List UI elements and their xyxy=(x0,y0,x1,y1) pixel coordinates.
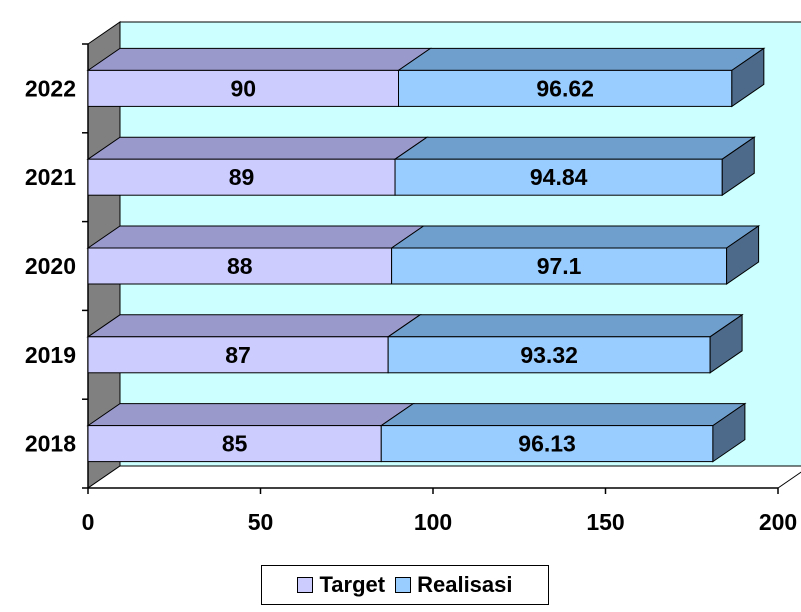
bar-target xyxy=(87,158,396,196)
bar-realisasi xyxy=(398,69,733,107)
data-label-realisasi: 96.13 xyxy=(518,431,576,457)
bar-top-realisasi xyxy=(396,47,766,71)
data-label-target: 89 xyxy=(229,164,255,190)
bar-top-target xyxy=(86,403,415,427)
bar-end-face xyxy=(721,136,755,197)
data-label-target: 88 xyxy=(227,253,253,279)
bar-target xyxy=(87,336,389,374)
data-label-target: 85 xyxy=(222,431,248,457)
bar-realisasi xyxy=(391,247,728,285)
data-label-realisasi: 93.32 xyxy=(520,342,578,368)
y-tick-label: 2022 xyxy=(25,75,76,101)
data-label-realisasi: 97.1 xyxy=(537,253,582,279)
bar-end-face xyxy=(709,313,743,374)
bar-target xyxy=(87,425,382,463)
bar-top-realisasi xyxy=(393,136,756,160)
data-label-realisasi: 96.62 xyxy=(536,75,594,101)
bar-top-target xyxy=(86,225,426,249)
legend-swatch-target xyxy=(297,577,314,593)
legend-label-target: Target xyxy=(319,572,386,597)
bar-top-target xyxy=(86,314,422,338)
legend-swatch-realisasi xyxy=(395,577,412,593)
bar-end-face xyxy=(726,225,760,285)
x-tick-label: 200 xyxy=(759,509,797,535)
x-tick-label: 50 xyxy=(248,509,274,535)
y-tick-label: 2020 xyxy=(25,253,76,279)
y-tick-label: 2019 xyxy=(25,342,76,368)
bar-top-target xyxy=(86,47,433,71)
bar-end-face xyxy=(712,402,746,463)
bar-top-realisasi xyxy=(379,403,747,427)
data-label-target: 87 xyxy=(225,342,251,368)
legend-item-target: Target xyxy=(297,572,385,598)
y-tick-label: 2018 xyxy=(25,431,76,457)
bar-target xyxy=(87,247,393,285)
bar-realisasi xyxy=(380,425,714,463)
data-label-realisasi: 94.84 xyxy=(530,164,588,190)
x-tick-label: 100 xyxy=(414,509,452,535)
y-tick-label: 2021 xyxy=(25,164,76,190)
legend-item-realisasi: Realisasi xyxy=(395,572,513,598)
bar-top-realisasi xyxy=(389,225,761,249)
data-label-target: 90 xyxy=(230,75,256,101)
x-tick-label: 0 xyxy=(82,509,95,535)
bar-end-face xyxy=(731,47,765,108)
bar-realisasi xyxy=(394,158,723,196)
floor xyxy=(86,465,801,489)
bar-top-realisasi xyxy=(386,314,744,338)
legend: Target Realisasi xyxy=(261,565,549,605)
legend-label-realisasi: Realisasi xyxy=(417,572,513,597)
x-tick-label: 150 xyxy=(586,509,624,535)
bar-top-target xyxy=(86,136,429,160)
